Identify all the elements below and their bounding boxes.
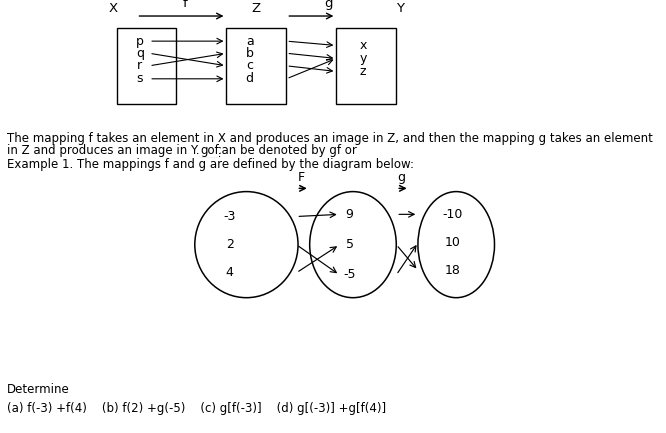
Text: 4: 4: [226, 266, 234, 279]
Text: Example 1. The mappings f and g are defined by the diagram below:: Example 1. The mappings f and g are defi…: [7, 158, 414, 171]
Text: 5: 5: [346, 238, 354, 251]
Text: Y: Y: [396, 2, 404, 15]
Text: r: r: [137, 59, 143, 72]
Text: Determine: Determine: [7, 383, 69, 396]
Text: 9: 9: [346, 208, 354, 221]
Text: X: X: [109, 2, 118, 15]
Text: z: z: [360, 65, 366, 78]
Text: s: s: [137, 72, 143, 85]
Bar: [336, 28, 396, 104]
Bar: [226, 28, 286, 104]
Text: The mapping f takes an element in X and produces an image in Z, and then the map: The mapping f takes an element in X and …: [7, 132, 653, 145]
Text: in Z and produces an image in Y. It can be denoted by gf or: in Z and produces an image in Y. It can …: [7, 144, 360, 157]
Text: c: c: [246, 59, 253, 72]
Text: 2: 2: [226, 238, 234, 251]
Text: g: g: [398, 171, 406, 184]
Text: x: x: [359, 39, 367, 52]
Text: -3: -3: [224, 210, 236, 223]
Text: Z: Z: [252, 2, 261, 15]
Text: gof: gof: [200, 144, 219, 157]
Text: F: F: [298, 171, 305, 184]
Text: p: p: [136, 35, 144, 48]
Text: d: d: [246, 72, 254, 85]
Bar: [117, 28, 176, 104]
Text: (a) f(-3) +f(4)    (b) f(2) +g(-5)    (c) g[f(-3)]    (d) g[(-3)] +g[f(4)]: (a) f(-3) +f(4) (b) f(2) +g(-5) (c) g[f(…: [7, 402, 386, 415]
Text: f: f: [182, 0, 188, 10]
Text: y: y: [359, 52, 367, 65]
Text: 10: 10: [445, 236, 461, 249]
Text: q: q: [136, 47, 144, 60]
Text: a: a: [246, 35, 254, 48]
Text: g: g: [324, 0, 332, 10]
Text: 18: 18: [445, 264, 461, 277]
Text: -5: -5: [344, 268, 356, 281]
Text: b: b: [246, 47, 254, 60]
Text: -10: -10: [443, 208, 463, 221]
